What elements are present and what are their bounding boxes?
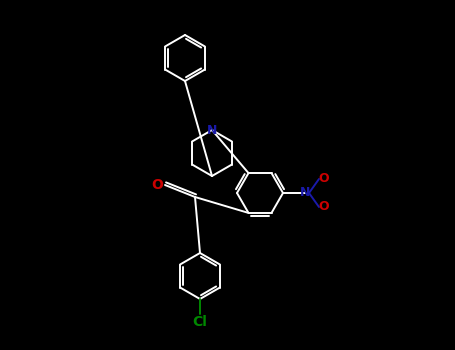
Text: O: O [318,201,329,214]
Text: Cl: Cl [192,315,207,329]
Text: O: O [318,173,329,186]
Text: N: N [207,124,217,136]
Text: O: O [151,178,163,192]
Text: N: N [300,187,310,199]
